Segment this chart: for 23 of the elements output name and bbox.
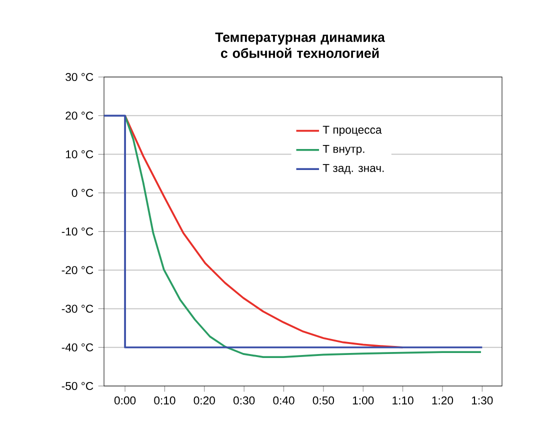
y-tick-label: -20 °C	[62, 266, 94, 274]
y-tick-label: -10 °C	[62, 228, 94, 236]
x-tick-label: 1:30	[472, 396, 493, 404]
x-tick-label: 1:00	[352, 396, 374, 404]
x-tick-label: 1:20	[432, 396, 454, 404]
legend-label: T процесса	[322, 126, 382, 136]
x-tick-label: 0:00	[114, 396, 136, 404]
x-tick-label: 0:10	[154, 396, 176, 404]
y-tick-label: 20 °C	[66, 112, 94, 120]
x-tick-label: 0:20	[194, 396, 215, 404]
y-tick-label: 10 °C	[66, 150, 94, 158]
y-tick-label: -40 °C	[62, 343, 94, 352]
legend-label: T зад. знач.	[322, 164, 384, 174]
y-tick-label: -30 °C	[62, 304, 94, 313]
x-tick-label: 0:50	[312, 396, 334, 404]
legend-label: T внутр.	[322, 144, 364, 156]
chart-title: Температурная динамика с обычной технологией	[215, 32, 386, 58]
x-tick-label: 0:30	[233, 396, 255, 404]
x-tick-label: 1:10	[392, 396, 414, 404]
y-tick-label: -50 °C	[62, 382, 94, 390]
y-tick-label: 30 °C	[66, 73, 94, 82]
y-tick-label: 0 °C	[72, 188, 94, 197]
x-tick-label: 0:40	[273, 396, 294, 404]
